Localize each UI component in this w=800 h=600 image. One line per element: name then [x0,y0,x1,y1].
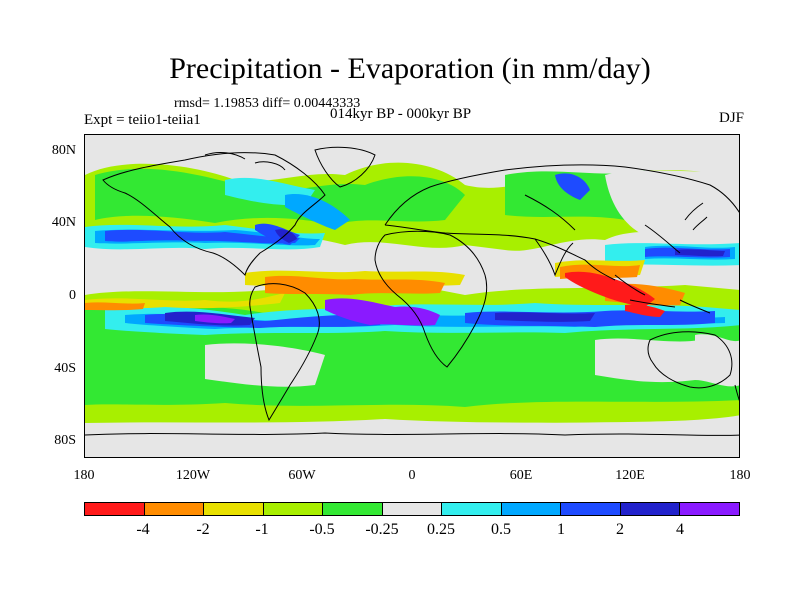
lat-label-80s: 80S [54,433,76,448]
lat-label-40n: 40N [51,215,76,230]
colorbar-swatch [382,503,443,515]
colorbar-swatch [85,503,145,515]
colorbar-swatch [501,503,562,515]
precip-evap-map [85,135,739,457]
colorbar-label: -4 [136,521,150,538]
colorbar-label: 2 [616,521,624,538]
lat-label-80n: 80N [51,143,76,158]
colorbar-label: -0.25 [365,521,399,538]
lon-label-120w: 120W [175,468,211,483]
map-title: Precipitation - Evaporation (in mm/day) [169,52,651,85]
stats-label: rmsd= 1.19853 diff= 0.00443333 [174,96,361,111]
colorbar-label: 1 [557,521,565,538]
lon-label-180e: 180 [729,468,751,483]
colorbar-label: 4 [676,521,684,538]
colorbar-label: 0.25 [427,521,455,538]
colorbar-label: -1 [255,521,269,538]
colorbar [84,502,740,516]
colorbar-swatch [680,503,740,515]
lat-label-40s: 40S [54,361,76,376]
colorbar-swatch [323,503,383,515]
colorbar-swatch [263,503,324,515]
lon-label-180w: 180 [73,468,95,483]
colorbar-label: 0.5 [491,521,511,538]
field-purple [195,298,440,326]
lon-label-120e: 120E [615,468,645,483]
map-panel [84,134,740,458]
colorbar-swatch [204,503,264,515]
coastlines [85,146,739,436]
lon-label-0: 0 [408,468,416,483]
lat-label-0: 0 [69,288,76,303]
field-red [565,271,665,317]
colorbar-label: -0.5 [309,521,335,538]
experiment-label: Expt = teiio1-teiia1 [84,112,201,128]
lon-label-60w: 60W [288,468,316,483]
field-neutral [85,170,739,457]
colorbar-swatch [144,503,205,515]
colorbar-swatch [561,503,621,515]
period-label: 014kyr BP - 000kyr BP [330,106,472,122]
colorbar-swatch [442,503,502,515]
colorbar-label: -2 [196,521,210,538]
colorbar-swatch [620,503,681,515]
lon-label-60e: 60E [509,468,533,483]
season-label: DJF [718,110,744,126]
